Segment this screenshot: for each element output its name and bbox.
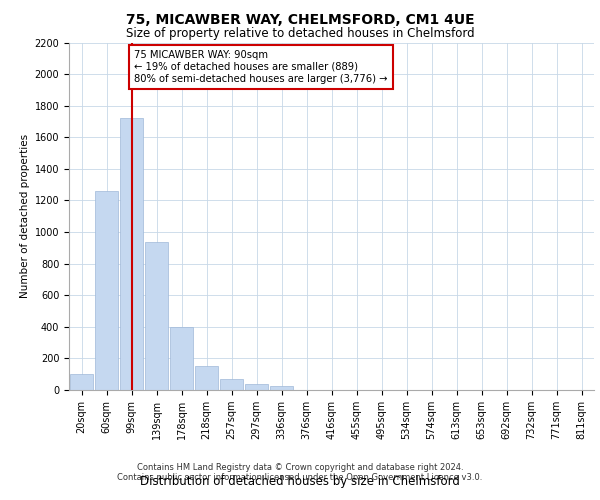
Text: Contains HM Land Registry data © Crown copyright and database right 2024.
Contai: Contains HM Land Registry data © Crown c… [118, 462, 482, 482]
Y-axis label: Number of detached properties: Number of detached properties [20, 134, 31, 298]
Bar [170, 327, 193, 390]
Bar [245, 384, 268, 390]
Bar [195, 366, 218, 390]
Bar [70, 374, 93, 390]
Text: 75, MICAWBER WAY, CHELMSFORD, CM1 4UE: 75, MICAWBER WAY, CHELMSFORD, CM1 4UE [125, 12, 475, 26]
Bar [270, 386, 293, 390]
Bar [95, 191, 118, 390]
Bar [145, 242, 168, 390]
Text: Size of property relative to detached houses in Chelmsford: Size of property relative to detached ho… [125, 28, 475, 40]
Text: 75 MICAWBER WAY: 90sqm
← 19% of detached houses are smaller (889)
80% of semi-de: 75 MICAWBER WAY: 90sqm ← 19% of detached… [134, 50, 388, 84]
Bar [220, 379, 243, 390]
Bar [120, 118, 143, 390]
Text: Distribution of detached houses by size in Chelmsford: Distribution of detached houses by size … [140, 474, 460, 488]
